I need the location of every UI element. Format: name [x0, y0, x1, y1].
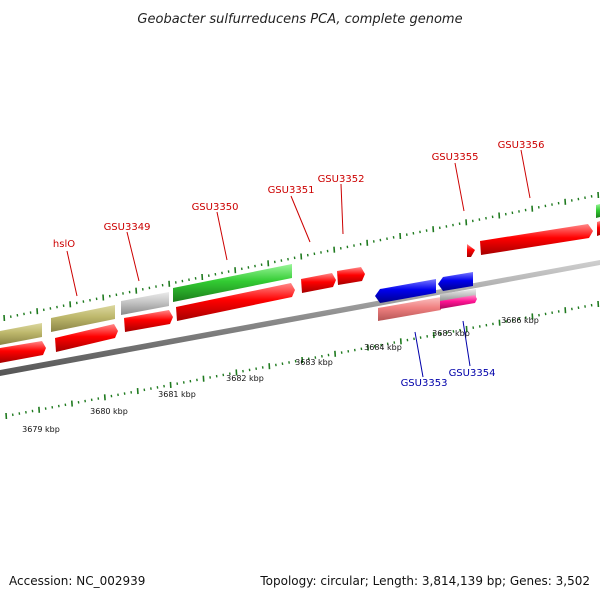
gene-label-GSU3350[interactable]: GSU3350	[192, 202, 239, 213]
gene-label-GSU3352[interactable]: GSU3352	[318, 174, 365, 185]
map-title: Geobacter sulfurreducens PCA, complete g…	[137, 12, 462, 27]
scale-label-3685: 3685 kbp	[432, 329, 470, 338]
scale-label-3683: 3683 kbp	[295, 358, 333, 367]
scale-label-3680: 3680 kbp	[90, 407, 128, 416]
scale-labels: 3679 kbp 3680 kbp 3681 kbp 3682 kbp 3683…	[22, 316, 539, 434]
gene-callout-GSU3349: GSU3349	[104, 222, 151, 282]
scale-label-3682: 3682 kbp	[226, 374, 264, 383]
gene-arrow-magenta[interactable]	[440, 295, 477, 309]
gene-label-GSU3355[interactable]: GSU3355	[432, 152, 479, 163]
gene-label-hslO[interactable]: hslO	[53, 239, 75, 250]
gene-arrow-green[interactable]	[173, 264, 292, 302]
gene-callout-GSU3351: GSU3351	[268, 185, 315, 243]
gene-arrow-red[interactable]	[597, 221, 600, 236]
gene-arrow-red[interactable]	[467, 244, 475, 257]
gene-label-GSU3349[interactable]: GSU3349	[104, 222, 151, 233]
gene-arrow-red[interactable]	[0, 341, 46, 363]
gene-track	[0, 204, 600, 363]
scale-label-3679: 3679 kbp	[22, 425, 60, 434]
gene-label-GSU3354[interactable]: GSU3354	[449, 368, 496, 379]
outer-tick-ring	[3, 191, 600, 322]
gene-label-GSU3353[interactable]: GSU3353	[401, 378, 448, 389]
gene-callout-hslO: hslO	[53, 239, 78, 297]
gene-callout-GSU3352: GSU3352	[318, 174, 365, 235]
gene-arrow-green[interactable]	[596, 204, 600, 218]
gene-callout-GSU3353: GSU3353	[401, 331, 448, 389]
gene-arrow-gray[interactable]	[440, 289, 476, 302]
gene-callout-GSU3355: GSU3355	[432, 152, 479, 212]
gene-callout-GSU3354: GSU3354	[449, 320, 496, 379]
gene-callout-GSU3350: GSU3350	[192, 202, 239, 261]
gene-arrow-gray[interactable]	[121, 292, 169, 315]
inner-tick-ring	[5, 300, 600, 420]
gene-callouts: hslO GSU3349 GSU3350 GSU3351 GSU3352 GSU…	[53, 140, 545, 389]
gene-arrow-khaki[interactable]	[51, 305, 115, 332]
gene-arrow-blue[interactable]	[438, 272, 473, 291]
scale-label-3681: 3681 kbp	[158, 390, 196, 399]
genome-summary-text: Topology: circular; Length: 3,814,139 bp…	[260, 574, 590, 588]
gene-arrow-red[interactable]	[480, 224, 593, 255]
gene-arrow-red[interactable]	[55, 324, 118, 352]
gene-arrow-red[interactable]	[301, 273, 336, 293]
scale-label-3684: 3684 kbp	[364, 343, 402, 352]
gene-arrow-khaki[interactable]	[0, 323, 42, 345]
scale-label-3686: 3686 kbp	[501, 316, 539, 325]
gene-arrow-salmon[interactable]	[378, 297, 441, 321]
gene-arrow-red[interactable]	[176, 283, 295, 321]
gene-label-GSU3351[interactable]: GSU3351	[268, 185, 315, 196]
gene-callout-GSU3356: GSU3356	[498, 140, 545, 199]
accession-text: Accession: NC_002939	[9, 574, 146, 588]
gene-arrow-red[interactable]	[337, 267, 365, 285]
gene-arrow-red[interactable]	[124, 310, 173, 332]
gene-label-GSU3356[interactable]: GSU3356	[498, 140, 545, 151]
gene-arrow-blue[interactable]	[375, 279, 436, 303]
